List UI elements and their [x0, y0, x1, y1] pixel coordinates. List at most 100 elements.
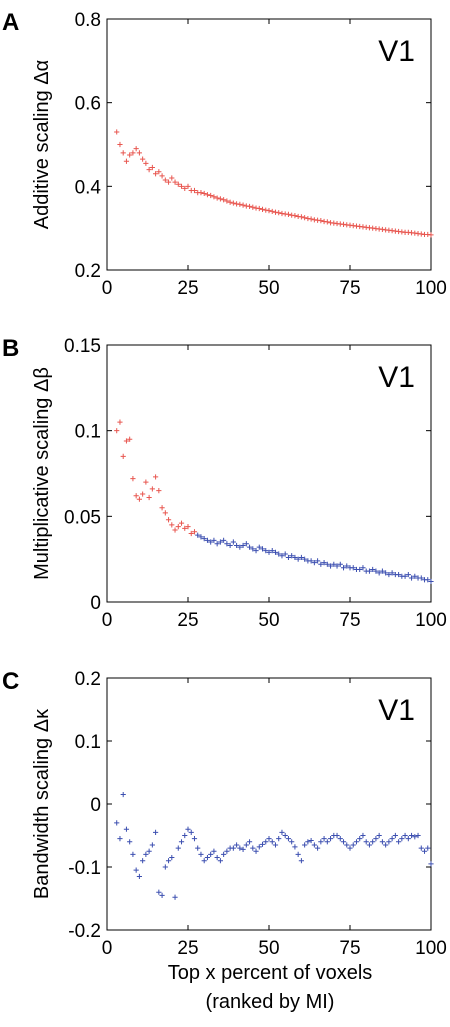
data-point-red	[240, 202, 246, 208]
panel-letter: B	[2, 335, 19, 362]
data-point-blue	[279, 553, 285, 559]
data-point-blue	[386, 839, 392, 845]
data-point-blue	[383, 570, 389, 576]
data-point-blue	[379, 568, 385, 574]
data-point-red	[428, 232, 434, 238]
data-point-blue	[195, 845, 201, 851]
data-point-red	[127, 152, 133, 158]
data-point-blue	[324, 561, 330, 567]
data-point-blue	[276, 836, 282, 842]
y-tick-label: 0.8	[75, 10, 101, 31]
data-point-blue	[282, 832, 288, 839]
data-point-blue	[136, 873, 142, 880]
data-point-blue	[253, 548, 259, 554]
data-point-blue	[370, 566, 376, 573]
y-tick-label: 0.15	[64, 336, 101, 357]
data-point-blue	[337, 836, 343, 842]
data-point-blue	[178, 839, 185, 845]
data-point-blue	[227, 542, 233, 549]
data-point-blue	[246, 839, 253, 845]
data-point-red	[114, 428, 120, 434]
data-point-blue	[350, 842, 356, 848]
data-point-blue	[425, 845, 431, 851]
data-point-red	[156, 488, 162, 494]
data-point-blue	[412, 834, 418, 840]
data-point-red	[259, 206, 266, 212]
data-point-blue	[298, 554, 304, 561]
data-point-blue	[321, 559, 327, 566]
data-point-blue	[376, 570, 382, 576]
data-point-blue	[311, 842, 317, 848]
data-point-red	[159, 173, 165, 179]
data-point-blue	[302, 556, 308, 562]
data-point-blue	[298, 858, 304, 864]
data-point-blue	[201, 858, 207, 864]
y-tick-label: -0.1	[68, 858, 101, 879]
data-point-red	[133, 146, 139, 152]
data-point-blue	[425, 577, 431, 583]
x-axis-label-line1: Top x percent of voxels	[168, 962, 373, 984]
data-point-blue	[331, 561, 337, 567]
data-point-red	[162, 510, 168, 516]
data-point-blue	[353, 839, 360, 845]
data-point-blue	[230, 845, 236, 851]
data-point-blue	[221, 851, 227, 857]
data-point-blue	[259, 546, 266, 552]
data-point-blue	[263, 839, 269, 845]
data-point-blue	[295, 556, 301, 562]
y-tick-label: 0.2	[75, 261, 101, 282]
y-tick-label: 0.2	[75, 669, 101, 690]
data-point-red	[178, 183, 185, 189]
data-point-blue	[130, 851, 136, 857]
y-axis-label: Bandwidth scaling Δκ	[31, 708, 53, 899]
data-point-red	[285, 211, 292, 217]
data-point-blue	[357, 836, 363, 842]
x-tick-label: 100	[415, 610, 447, 631]
data-point-blue	[415, 832, 421, 839]
data-point-red	[230, 200, 236, 206]
data-point-red	[117, 141, 123, 148]
data-point-red	[266, 207, 272, 214]
data-point-blue	[182, 832, 188, 839]
data-point-blue	[340, 565, 347, 571]
data-point-red	[165, 179, 172, 185]
data-point-red	[246, 203, 253, 210]
data-point-blue	[402, 832, 408, 839]
data-point-red	[175, 181, 181, 187]
data-point-blue	[175, 845, 181, 851]
y-tick-label: 0	[90, 795, 101, 816]
data-point-red	[136, 496, 142, 502]
data-point-blue	[240, 542, 246, 549]
data-point-blue	[376, 832, 382, 839]
data-point-blue	[396, 571, 402, 578]
data-point-blue	[211, 848, 217, 854]
data-point-blue	[214, 854, 220, 861]
data-point-red	[308, 216, 314, 222]
data-point-blue	[230, 539, 236, 545]
x-tick-label: 100	[415, 278, 447, 299]
panel-c: 0 25 50 75 100 -0.2 -0.1 0 0.1 0.2 Bandwidth scali…	[2, 668, 447, 959]
region-label: V1	[378, 694, 415, 727]
data-point-blue	[366, 568, 373, 574]
data-point-blue	[204, 854, 211, 861]
data-point-blue	[120, 791, 126, 798]
data-point-blue	[237, 845, 243, 851]
data-point-blue	[266, 549, 272, 555]
data-point-red	[191, 529, 198, 535]
data-point-blue	[402, 573, 408, 579]
data-point-red	[120, 150, 126, 156]
data-point-blue	[344, 563, 350, 569]
x-tick-label: 25	[177, 938, 198, 959]
data-point-blue	[282, 551, 288, 557]
data-point-blue	[214, 541, 220, 547]
data-point-blue	[140, 858, 146, 864]
data-point-blue	[224, 848, 230, 854]
data-point-blue	[165, 858, 172, 864]
data-point-blue	[389, 836, 395, 842]
data-point-red	[211, 194, 217, 200]
region-label: V1	[378, 361, 415, 394]
data-point-blue	[269, 839, 275, 845]
data-point-blue	[405, 571, 411, 578]
data-point-blue	[334, 563, 340, 569]
y-tick-label: 0.6	[75, 94, 101, 115]
